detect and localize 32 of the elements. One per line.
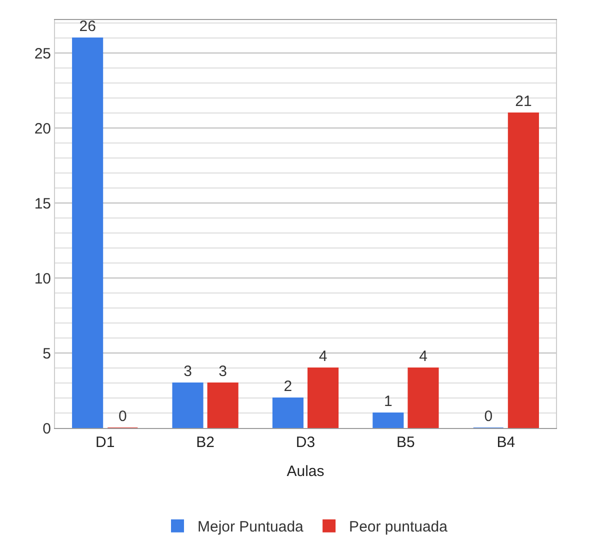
bar bbox=[172, 382, 204, 428]
data-label: 21 bbox=[515, 93, 532, 110]
y-tick-label: 20 bbox=[34, 120, 51, 138]
bar bbox=[372, 412, 404, 428]
legend-label: Mejor Puntuada bbox=[198, 518, 304, 536]
data-label: 3 bbox=[184, 363, 192, 380]
bar bbox=[272, 398, 304, 428]
data-label: 1 bbox=[384, 393, 392, 410]
y-tick-label: 15 bbox=[34, 195, 51, 212]
data-label: 0 bbox=[118, 408, 127, 425]
y-tick-label: 10 bbox=[34, 270, 51, 288]
data-label: 3 bbox=[218, 363, 228, 380]
bar bbox=[72, 38, 104, 428]
data-label: 2 bbox=[284, 378, 292, 395]
bar bbox=[508, 112, 539, 428]
y-tick-label: 25 bbox=[34, 45, 51, 62]
x-axis-title: Aulas bbox=[286, 463, 324, 480]
y-tick-label: 0 bbox=[42, 420, 51, 438]
data-label: 4 bbox=[419, 348, 428, 365]
bar bbox=[408, 368, 439, 428]
x-tick-label: D3 bbox=[296, 434, 316, 451]
y-tick-label: 5 bbox=[42, 345, 51, 362]
bar bbox=[207, 382, 238, 428]
data-label: 26 bbox=[79, 18, 96, 35]
data-label: 4 bbox=[318, 348, 328, 365]
legend-label: Peor puntuada bbox=[349, 518, 448, 536]
x-tick-label: B2 bbox=[196, 434, 214, 451]
bar bbox=[308, 368, 339, 428]
x-tick-label: D1 bbox=[96, 434, 115, 451]
data-label: 0 bbox=[484, 408, 493, 425]
x-tick-label: B4 bbox=[496, 434, 516, 451]
x-tick-label: B5 bbox=[396, 434, 415, 451]
